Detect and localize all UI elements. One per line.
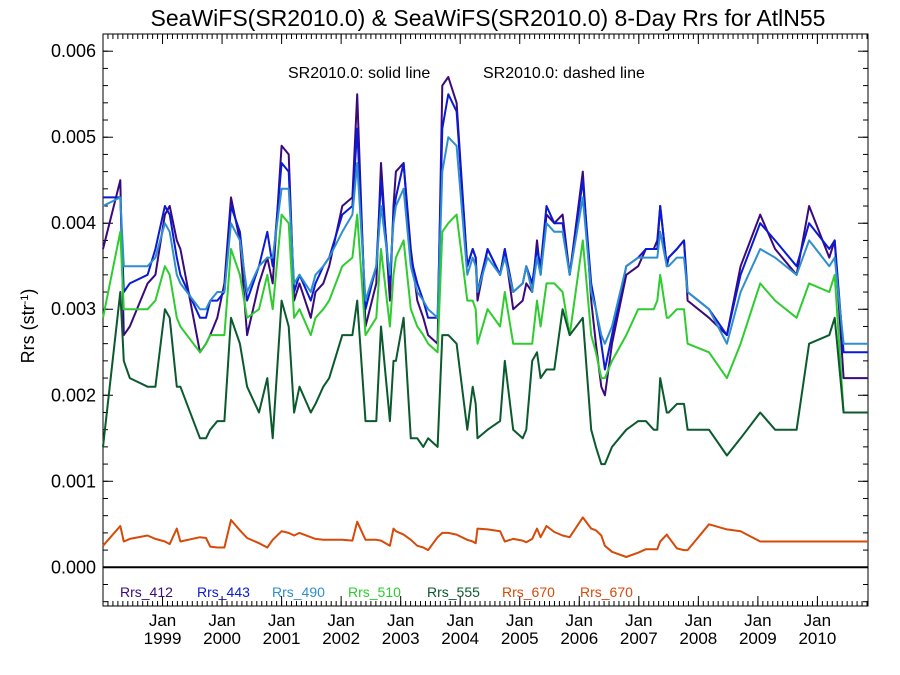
x-tick-label-month: Jan <box>506 611 533 630</box>
x-tick-label-month: Jan <box>268 611 295 630</box>
y-tick-label: 0.003 <box>51 299 96 319</box>
x-tick-label-year: 2004 <box>441 629 479 648</box>
series-line-rrs-412 <box>102 76 868 397</box>
legend-entry-rrs-412: Rrs_412 <box>120 584 173 600</box>
y-axis-label-sup: -1 <box>19 295 31 305</box>
series-line-rrs-510 <box>102 213 868 414</box>
x-tick-label-year: 2000 <box>203 629 241 648</box>
y-axis: 0.000 0.001 0.002 0.003 0.004 0.005 0.006 <box>51 33 868 603</box>
legend: Rrs_412 Rrs_443 Rrs_490 Rrs_510 Rrs_555 Rrs_6… <box>120 584 633 600</box>
x-tick-label-month: Jan <box>446 611 473 630</box>
y-axis-label: Rrs (str-1) <box>18 289 38 364</box>
x-tick-label-month: Jan <box>566 611 593 630</box>
x-tick-label-month: Jan <box>804 611 831 630</box>
plot-frame <box>102 33 869 607</box>
y-tick-label: 0.001 <box>51 471 96 491</box>
legend-entry-rrs-555: Rrs_555 <box>427 584 480 600</box>
x-tick-label-year: 2001 <box>263 629 301 648</box>
x-tick-label-month: Jan <box>744 611 771 630</box>
x-axis: Jan1999Jan2000Jan2001Jan2002Jan2003Jan20… <box>107 34 868 648</box>
x-tick-label-year: 2002 <box>322 629 360 648</box>
series-lines <box>102 76 868 558</box>
x-tick-label-month: Jan <box>387 611 414 630</box>
y-axis-label-main: Rrs (str <box>18 304 38 363</box>
x-tick-label-year: 2006 <box>560 629 598 648</box>
x-tick-label-year: 1999 <box>144 629 182 648</box>
annotation-solid: SR2010.0: solid line <box>288 65 430 82</box>
legend-entry-rrs-670: Rrs_670 <box>502 584 555 600</box>
x-tick-label-month: Jan <box>625 611 652 630</box>
x-tick-label-month: Jan <box>685 611 712 630</box>
x-tick-label-year: 2005 <box>501 629 539 648</box>
legend-entry-rrs-490: Rrs_490 <box>272 584 325 600</box>
y-tick-label: 0.006 <box>51 41 96 61</box>
x-tick-label-year: 2003 <box>382 629 420 648</box>
series-line-rrs-443 <box>103 93 868 371</box>
annotation-dashed: SR2010.0: dashed line <box>483 65 645 82</box>
x-tick-label-year: 2009 <box>739 629 777 648</box>
y-tick-label: 0.002 <box>51 385 96 405</box>
x-tick-label-year: 2008 <box>679 629 717 648</box>
series-line-rrs-490 <box>102 136 868 345</box>
legend-entry-rrs-510: Rrs_510 <box>348 584 401 600</box>
chart-title: SeaWiFS(SR2010.0) & SeaWiFS(SR2010.0) 8-… <box>151 5 826 31</box>
legend-entry-rrs-670: Rrs_670 <box>580 584 633 600</box>
x-tick-label-month: Jan <box>149 611 176 630</box>
series-line-rrs-670 <box>102 516 868 558</box>
legend-entry-rrs-443: Rrs_443 <box>197 584 250 600</box>
y-axis-label-close: ) <box>18 289 38 295</box>
x-tick-label-month: Jan <box>327 611 354 630</box>
y-tick-label: 0.004 <box>51 213 96 233</box>
x-tick-label-month: Jan <box>208 611 235 630</box>
y-tick-label: 0.005 <box>51 127 96 147</box>
x-tick-label-year: 2007 <box>620 629 658 648</box>
y-tick-label: 0.000 <box>51 557 96 577</box>
x-tick-label-year: 2010 <box>798 629 836 648</box>
series-line-rrs-555 <box>102 291 868 466</box>
